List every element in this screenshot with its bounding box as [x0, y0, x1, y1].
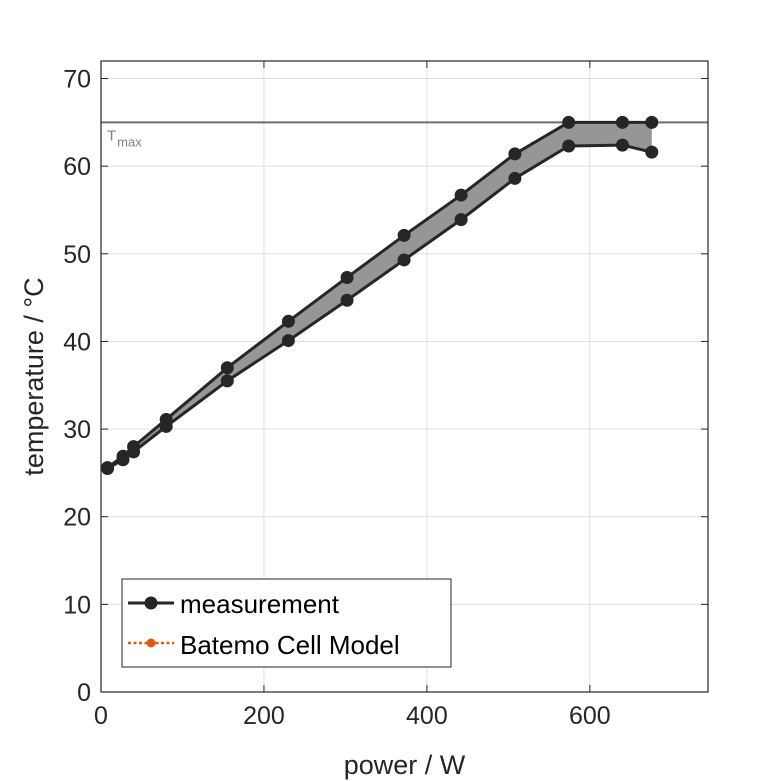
- measurement-upper-point: [615, 115, 629, 129]
- measurement-upper-point: [562, 115, 576, 129]
- axis-ticks: 0 200 400 600 0 10 20 30 40 50 60 70: [63, 61, 708, 730]
- measurement-series: [101, 115, 659, 476]
- measurement-lower-point: [615, 138, 629, 152]
- plot-area-frame: [100, 60, 709, 693]
- measurement-lower-point: [562, 139, 576, 153]
- measurement-lower-point: [101, 462, 115, 476]
- y-tick-label: 10: [63, 591, 91, 619]
- measurement-upper-point: [645, 115, 659, 129]
- x-tick-label: 200: [243, 702, 285, 730]
- y-tick-label: 60: [63, 153, 91, 181]
- measurement-upper-point: [454, 188, 468, 202]
- legend-measurement-marker: [144, 596, 158, 610]
- measurement-lower-point: [159, 419, 173, 433]
- measurement-lower-point: [127, 445, 141, 459]
- tmax-label-main: T: [107, 127, 116, 144]
- legend-measurement-label: measurement: [180, 589, 340, 619]
- measurement-upper-point: [397, 228, 411, 242]
- y-tick-label: 20: [63, 504, 91, 532]
- y-tick-label: 0: [77, 679, 91, 707]
- x-tick-label: 400: [406, 702, 448, 730]
- legend-batemo-label: Batemo Cell Model: [180, 630, 400, 660]
- tmax-label-subscript: max: [117, 134, 142, 149]
- legend-batemo-marker: [146, 638, 156, 648]
- y-tick-label: 70: [63, 66, 91, 94]
- measurement-lower-point: [281, 334, 295, 348]
- measurement-upper-point: [220, 361, 234, 375]
- x-tick-label: 0: [94, 702, 108, 730]
- y-tick-label: 40: [63, 328, 91, 356]
- x-axis-label: power / W: [344, 750, 466, 780]
- measurement-lower-point: [645, 145, 659, 159]
- y-tick-label: 30: [63, 416, 91, 444]
- x-tick-label: 600: [569, 702, 611, 730]
- tmax-label: Tmax: [107, 127, 142, 149]
- measurement-lower-point: [397, 253, 411, 267]
- y-axis-label: temperature / °C: [19, 277, 49, 475]
- measurement-lower-point: [340, 293, 354, 307]
- measurement-lower-point: [508, 171, 522, 185]
- measurement-lower-point: [220, 374, 234, 388]
- measurement-upper-point: [281, 314, 295, 328]
- measurement-lower-point: [454, 213, 468, 227]
- measurement-lower-point: [116, 453, 130, 467]
- measurement-upper-point: [508, 147, 522, 161]
- legend-box: [121, 578, 452, 668]
- y-tick-label: 50: [63, 241, 91, 269]
- measurement-upper-point: [340, 270, 354, 284]
- legend: measurement Batemo Cell Model: [121, 578, 452, 668]
